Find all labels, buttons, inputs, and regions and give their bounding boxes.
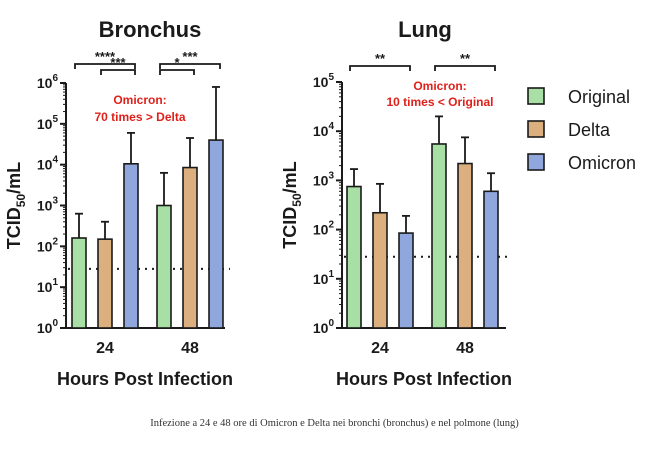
chart-title: Lung <box>398 17 452 42</box>
legend-swatch-delta <box>527 120 545 138</box>
y-tick-label: 101 <box>313 269 335 287</box>
bar-original-48 <box>431 143 447 329</box>
x-tick-label: 24 <box>371 340 389 357</box>
y-tick-label: 103 <box>37 196 59 214</box>
bar-original-24 <box>71 237 87 329</box>
legend-label-omicron: Omicron <box>568 153 636 173</box>
x-axis-title: Hours Post Infection <box>57 369 233 389</box>
chart-lung: Lung 100 101 102 103 104 105 TCID50/mL Hours Pos… <box>280 17 512 389</box>
y-tick-label: 102 <box>313 220 335 238</box>
legend-swatch-original <box>527 87 545 105</box>
bracket-line <box>159 63 221 69</box>
significance-label: **** <box>95 49 116 64</box>
bar-omicron-24 <box>123 163 139 329</box>
legend-label-original: Original <box>568 87 630 107</box>
y-axis-title: TCID50/mL <box>4 162 28 249</box>
bracket-line <box>74 63 136 69</box>
significance-bracket: **** <box>74 49 136 69</box>
y-tick-label: 105 <box>313 72 335 90</box>
x-axis-title: Hours Post Infection <box>336 369 512 389</box>
significance-bracket: *** <box>100 55 136 75</box>
y-tick-label: 104 <box>37 155 59 173</box>
annotation-text: 70 times > Delta <box>94 110 185 124</box>
significance-bracket: ** <box>349 51 411 71</box>
bracket-line <box>159 69 195 75</box>
y-tick-label: 103 <box>313 170 335 188</box>
y-tick-label: 100 <box>313 318 335 336</box>
bar-omicron-48 <box>208 139 224 329</box>
annotation-text: Omicron: <box>113 93 166 107</box>
bar-delta-24 <box>97 238 113 329</box>
significance-label: * <box>174 55 180 70</box>
y-tick-label: 101 <box>37 277 59 295</box>
significance-bracket: * <box>159 55 195 75</box>
legend-swatch-omicron <box>527 153 545 171</box>
y-tick-label: 104 <box>313 121 335 139</box>
significance-bracket: ** <box>434 51 496 71</box>
bracket-line <box>349 65 411 71</box>
x-tick-label: 48 <box>181 340 199 357</box>
bar-delta-48 <box>457 162 473 329</box>
significance-label: *** <box>110 55 126 70</box>
bracket-line <box>434 65 496 71</box>
x-tick-label: 24 <box>96 340 114 357</box>
y-tick-label: 106 <box>37 73 59 91</box>
bar-omicron-24 <box>398 232 414 329</box>
bar-delta-48 <box>182 166 198 329</box>
legend: Original Delta Omicron <box>527 87 636 173</box>
chart-title: Bronchus <box>99 17 202 42</box>
bar-original-48 <box>156 204 172 329</box>
significance-label: ** <box>460 51 471 66</box>
y-axis-title: TCID50/mL <box>280 161 304 248</box>
significance-bracket: *** <box>159 49 221 69</box>
y-tick-label: 105 <box>37 114 59 132</box>
bar-omicron-48 <box>483 190 499 329</box>
annotation-text: 10 times < Original <box>386 95 493 109</box>
figure-caption: Infezione a 24 e 48 ore di Omicron e Del… <box>150 418 519 429</box>
x-tick-label: 48 <box>456 340 474 357</box>
y-tick-label: 100 <box>37 318 59 336</box>
y-tick-label: 102 <box>37 236 59 254</box>
significance-label: *** <box>182 49 198 64</box>
significance-label: ** <box>375 51 386 66</box>
bracket-line <box>100 69 136 75</box>
chart-bronchus: Bronchus 100 101 102 103 104 105 106 TCID50/mL Ho… <box>4 17 233 389</box>
annotation-text: Omicron: <box>413 79 466 93</box>
bar-original-24 <box>346 185 362 329</box>
bar-delta-24 <box>372 211 388 329</box>
legend-label-delta: Delta <box>568 120 611 140</box>
